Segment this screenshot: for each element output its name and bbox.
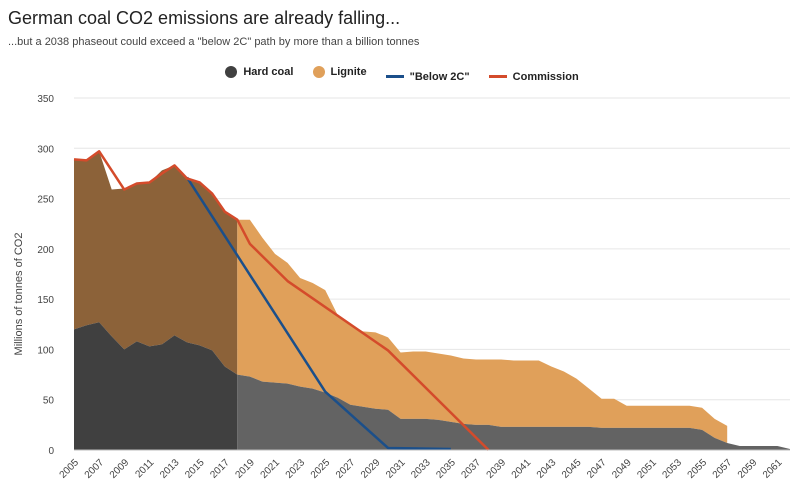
legend-swatch-lignite	[312, 66, 325, 78]
x-tick-label: 2009	[108, 457, 132, 481]
x-tick-label: 2017	[208, 457, 232, 481]
legend: Hard coal Lignite "Below 2C" Commission	[0, 66, 804, 83]
x-tick-label: 2051	[635, 457, 659, 481]
x-tick-label: 2031	[384, 457, 408, 481]
x-tick-label: 2043	[535, 457, 559, 481]
chart-subtitle: ...but a 2038 phaseout could exceed a "b…	[8, 36, 420, 48]
x-tick-label: 2035	[434, 457, 458, 481]
x-tick-label: 2007	[83, 457, 107, 481]
x-tick-label: 2059	[736, 457, 760, 481]
legend-item-commission[interactable]: Commission	[488, 70, 579, 83]
x-tick-label: 2033	[409, 457, 433, 481]
x-tick-label: 2027	[334, 457, 358, 481]
y-tick-label: 300	[37, 144, 54, 155]
x-tick-label: 2015	[183, 457, 207, 481]
lignite-area-historical	[74, 151, 238, 375]
below-2c-line	[186, 176, 451, 451]
legend-item-lignite[interactable]: Lignite	[312, 66, 367, 78]
legend-swatch-commission	[488, 75, 507, 78]
y-tick-label: 250	[37, 195, 54, 206]
x-tick-label: 2047	[585, 457, 609, 481]
legend-swatch-hard-coal	[225, 66, 238, 78]
commission-line	[73, 150, 490, 451]
y-tick-label: 0	[48, 446, 54, 457]
x-tick-label: 2025	[309, 457, 333, 481]
x-tick-label: 2041	[510, 457, 534, 481]
lignite-area-projection	[237, 219, 728, 443]
x-tick-label: 2049	[610, 457, 634, 481]
y-tick-label: 350	[37, 94, 54, 105]
x-tick-label: 2023	[284, 457, 308, 481]
y-tick-label: 50	[43, 396, 55, 407]
y-tick-label: 200	[37, 245, 54, 256]
x-tick-label: 2045	[560, 457, 584, 481]
y-tick-label: 100	[37, 345, 54, 356]
legend-label-lignite: Lignite	[330, 66, 367, 78]
x-tick-label: 2057	[711, 457, 735, 481]
legend-item-hard-coal[interactable]: Hard coal	[225, 66, 293, 78]
x-tick-label: 2053	[661, 457, 685, 481]
legend-label-commission: Commission	[512, 70, 579, 83]
y-tick-label: 150	[37, 295, 54, 306]
chart-title: German coal CO2 emissions are already fa…	[8, 8, 401, 28]
legend-swatch-below-2c	[385, 75, 404, 78]
x-tick-label: 2013	[158, 457, 182, 481]
legend-label-hard-coal: Hard coal	[243, 66, 294, 78]
x-tick-label: 2011	[133, 457, 156, 480]
x-tick-label: 2005	[58, 457, 82, 481]
x-tick-label: 2061	[761, 457, 785, 481]
hard-coal-area-projection	[237, 374, 791, 450]
x-tick-label: 2029	[359, 457, 383, 481]
x-tick-label: 2019	[233, 457, 257, 481]
x-tick-label: 2039	[485, 457, 509, 481]
legend-item-below-2c[interactable]: "Below 2C"	[385, 70, 470, 83]
y-axis-label: Millions of tonnes of CO2	[13, 233, 25, 356]
x-tick-label: 2021	[259, 457, 283, 481]
hard-coal-area-historical	[74, 322, 238, 450]
x-tick-label: 2055	[686, 457, 710, 481]
legend-label-below-2c: "Below 2C"	[409, 70, 470, 83]
x-tick-label: 2037	[460, 457, 484, 481]
